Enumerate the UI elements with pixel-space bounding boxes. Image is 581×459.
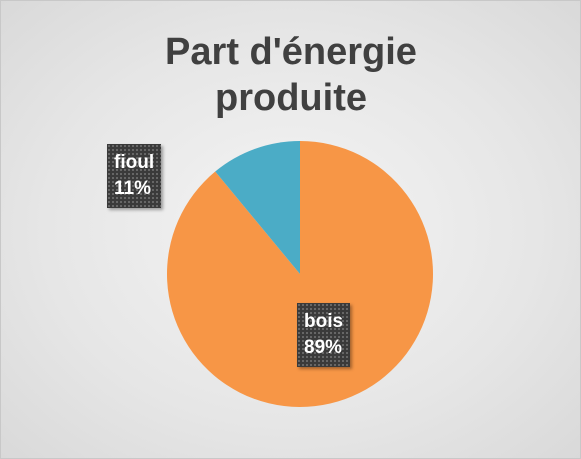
data-label-category: bois: [304, 311, 344, 332]
data-label-value: 11%: [114, 178, 151, 199]
data-label: bois 89%: [297, 303, 351, 367]
pie-slice: [215, 141, 300, 274]
data-label-category: fioul: [114, 152, 155, 173]
chart-title: Part d'énergie produite: [165, 31, 417, 119]
data-label: fioul 11%: [107, 144, 162, 208]
data-label-value: 89%: [304, 337, 343, 358]
